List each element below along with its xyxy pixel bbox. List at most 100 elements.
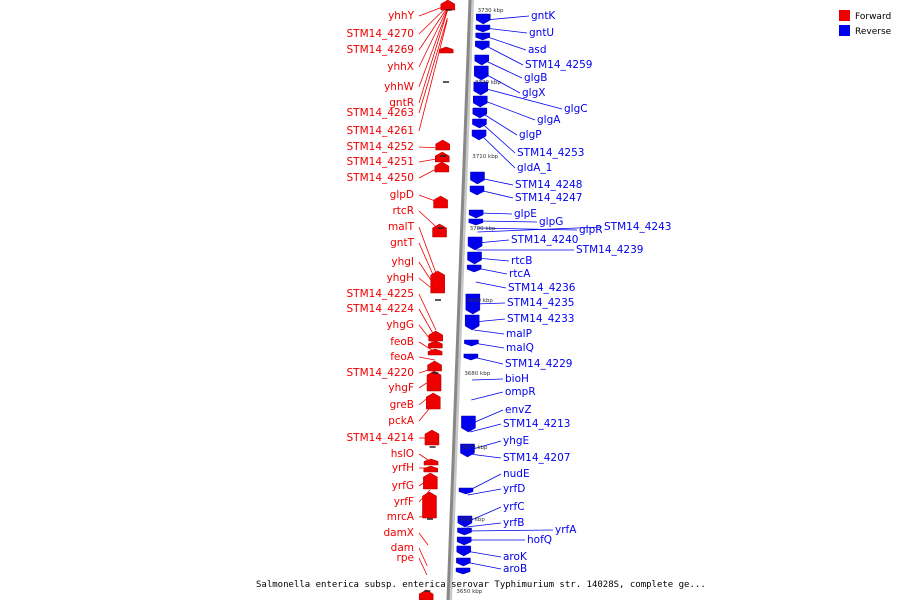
reverse-leader-line bbox=[467, 530, 553, 531]
reverse-gene-label: gntK bbox=[531, 10, 556, 22]
reverse-gene-label: STM14_4236 bbox=[508, 282, 576, 294]
reverse-leader-line bbox=[471, 392, 503, 400]
reverse-gene-label: STM14_4207 bbox=[503, 452, 570, 464]
reverse-gene-label: aroB bbox=[503, 563, 527, 575]
reverse-leader-line bbox=[482, 113, 517, 135]
reverse-leader-line bbox=[478, 221, 537, 222]
reverse-gene-block bbox=[475, 41, 489, 50]
reverse-leader-line bbox=[476, 282, 506, 288]
forward-gene-label: mrcA bbox=[387, 511, 415, 523]
reverse-gene-label: STM14_4248 bbox=[515, 179, 582, 191]
genome-map: yhhYSTM14_4270STM14_4269yhhXyhhWgntRSTM1… bbox=[0, 0, 900, 600]
reverse-gene-label: glgX bbox=[522, 87, 545, 99]
tick-label: 3670 kbp bbox=[462, 445, 488, 451]
reverse-leader-line bbox=[485, 36, 526, 50]
reverse-gene-label: malP bbox=[506, 328, 532, 340]
map-caption: Salmonella enterica subsp. enterica sero… bbox=[256, 580, 706, 590]
reverse-gene-block bbox=[458, 528, 472, 535]
legend-forward-label: Forward bbox=[855, 12, 891, 22]
legend: Forward Reverse bbox=[839, 10, 892, 37]
reverse-gene-label: malQ bbox=[506, 342, 534, 354]
tick-label: 3700 kbp bbox=[470, 226, 496, 232]
tick-label: 3690 kbp bbox=[467, 298, 493, 304]
legend-reverse-label: Reverse bbox=[855, 27, 892, 37]
reverse-gene-label: STM14_4213 bbox=[503, 418, 570, 430]
reverse-gene-block bbox=[469, 210, 483, 218]
forward-leader-line bbox=[419, 548, 427, 566]
reverse-gene-label: aroK bbox=[503, 551, 528, 563]
forward-gene-label: yrfG bbox=[392, 480, 414, 492]
forward-gene-label: greB bbox=[390, 399, 414, 411]
forward-gene-label: hslO bbox=[391, 448, 414, 460]
reverse-gene-block bbox=[464, 340, 478, 346]
reverse-gene-label: hofQ bbox=[527, 534, 552, 546]
reverse-gene-label: glgB bbox=[524, 72, 547, 84]
forward-leader-line bbox=[419, 533, 428, 545]
legend-reverse-swatch bbox=[839, 25, 850, 36]
reverse-gene-block bbox=[473, 108, 487, 118]
reverse-gene-block bbox=[468, 237, 482, 250]
forward-gene-block bbox=[434, 196, 448, 208]
reverse-gene-label: yrfA bbox=[555, 524, 577, 536]
reverse-leader-line bbox=[479, 178, 513, 185]
reverse-gene-block bbox=[469, 219, 483, 225]
forward-gene-block bbox=[435, 162, 449, 172]
reverse-gene-block bbox=[476, 14, 490, 24]
reverse-gene-label: STM14_4247 bbox=[515, 192, 582, 204]
reverse-gene-label: gldA_1 bbox=[517, 162, 552, 174]
forward-leader-line bbox=[419, 10, 448, 103]
reverse-gene-label: bioH bbox=[505, 373, 529, 385]
reverse-gene-label: STM14_4243 bbox=[604, 221, 671, 233]
forward-leader-line bbox=[419, 357, 435, 360]
reverse-gene-label: STM14_4239 bbox=[576, 244, 643, 256]
reverse-gene-block bbox=[456, 558, 470, 566]
reverse-gene-label: gntU bbox=[529, 27, 554, 39]
reverse-gene-block bbox=[474, 66, 488, 80]
tick-label: 3710 kbp bbox=[472, 154, 498, 160]
reverse-gene-block bbox=[461, 416, 475, 432]
reverse-leader-line bbox=[479, 190, 513, 198]
forward-gene-block bbox=[439, 47, 453, 53]
reverse-gene-label: glpR bbox=[579, 224, 603, 236]
reverse-gene-label: yrfD bbox=[503, 483, 525, 495]
forward-gene-label: malT bbox=[388, 221, 415, 233]
reverse-leader-line bbox=[481, 123, 515, 153]
forward-gene-label: STM14_4269 bbox=[347, 44, 414, 56]
reverse-leader-line bbox=[466, 551, 501, 557]
reverse-gene-block bbox=[457, 546, 471, 556]
reverse-gene-block bbox=[456, 568, 470, 574]
reverse-gene-label: STM14_4229 bbox=[505, 358, 572, 370]
reverse-gene-labels: gntKgntUasdSTM14_4259glgBglgXglgCglgAglg… bbox=[503, 10, 671, 575]
forward-leader-line bbox=[419, 18, 447, 113]
forward-gene-block bbox=[435, 152, 449, 162]
reverse-gene-label: ompR bbox=[505, 386, 536, 398]
reverse-gene-label: STM14_4253 bbox=[517, 147, 584, 159]
reverse-leader-line bbox=[472, 379, 503, 380]
forward-gene-label: yrfH bbox=[392, 462, 414, 474]
reverse-leader-line bbox=[473, 357, 503, 364]
forward-gene-label: STM14_4251 bbox=[347, 156, 414, 168]
reverse-gene-label: STM14_4233 bbox=[507, 313, 574, 325]
forward-gene-label: damX bbox=[383, 527, 414, 539]
reverse-leader-line bbox=[476, 268, 507, 274]
forward-gene-label: rtcR bbox=[392, 205, 414, 217]
forward-gene-label: pckA bbox=[388, 415, 415, 427]
forward-gene-label: STM14_4250 bbox=[347, 172, 414, 184]
forward-leader-line bbox=[419, 8, 448, 67]
forward-gene-block bbox=[428, 341, 442, 348]
reverse-gene-label: rtcB bbox=[511, 255, 532, 267]
reverse-gene-label: nudE bbox=[503, 468, 530, 480]
reverse-gene-block bbox=[470, 172, 484, 184]
forward-leader-line bbox=[419, 7, 448, 50]
forward-gene-label: yrfF bbox=[394, 496, 414, 508]
reverse-leader-line bbox=[482, 100, 535, 120]
reverse-leader-line bbox=[468, 474, 501, 491]
reverse-leader-line bbox=[473, 343, 504, 348]
reverse-gene-label: STM14_4240 bbox=[511, 234, 578, 246]
forward-gene-label: feoB bbox=[390, 336, 414, 348]
reverse-leader-line bbox=[469, 454, 501, 458]
forward-gene-label: STM14_4261 bbox=[347, 125, 414, 137]
forward-gene-label: yhhX bbox=[387, 61, 414, 73]
forward-gene-label: STM14_4225 bbox=[347, 288, 414, 300]
tick-label: 3660 kbp bbox=[459, 517, 485, 523]
